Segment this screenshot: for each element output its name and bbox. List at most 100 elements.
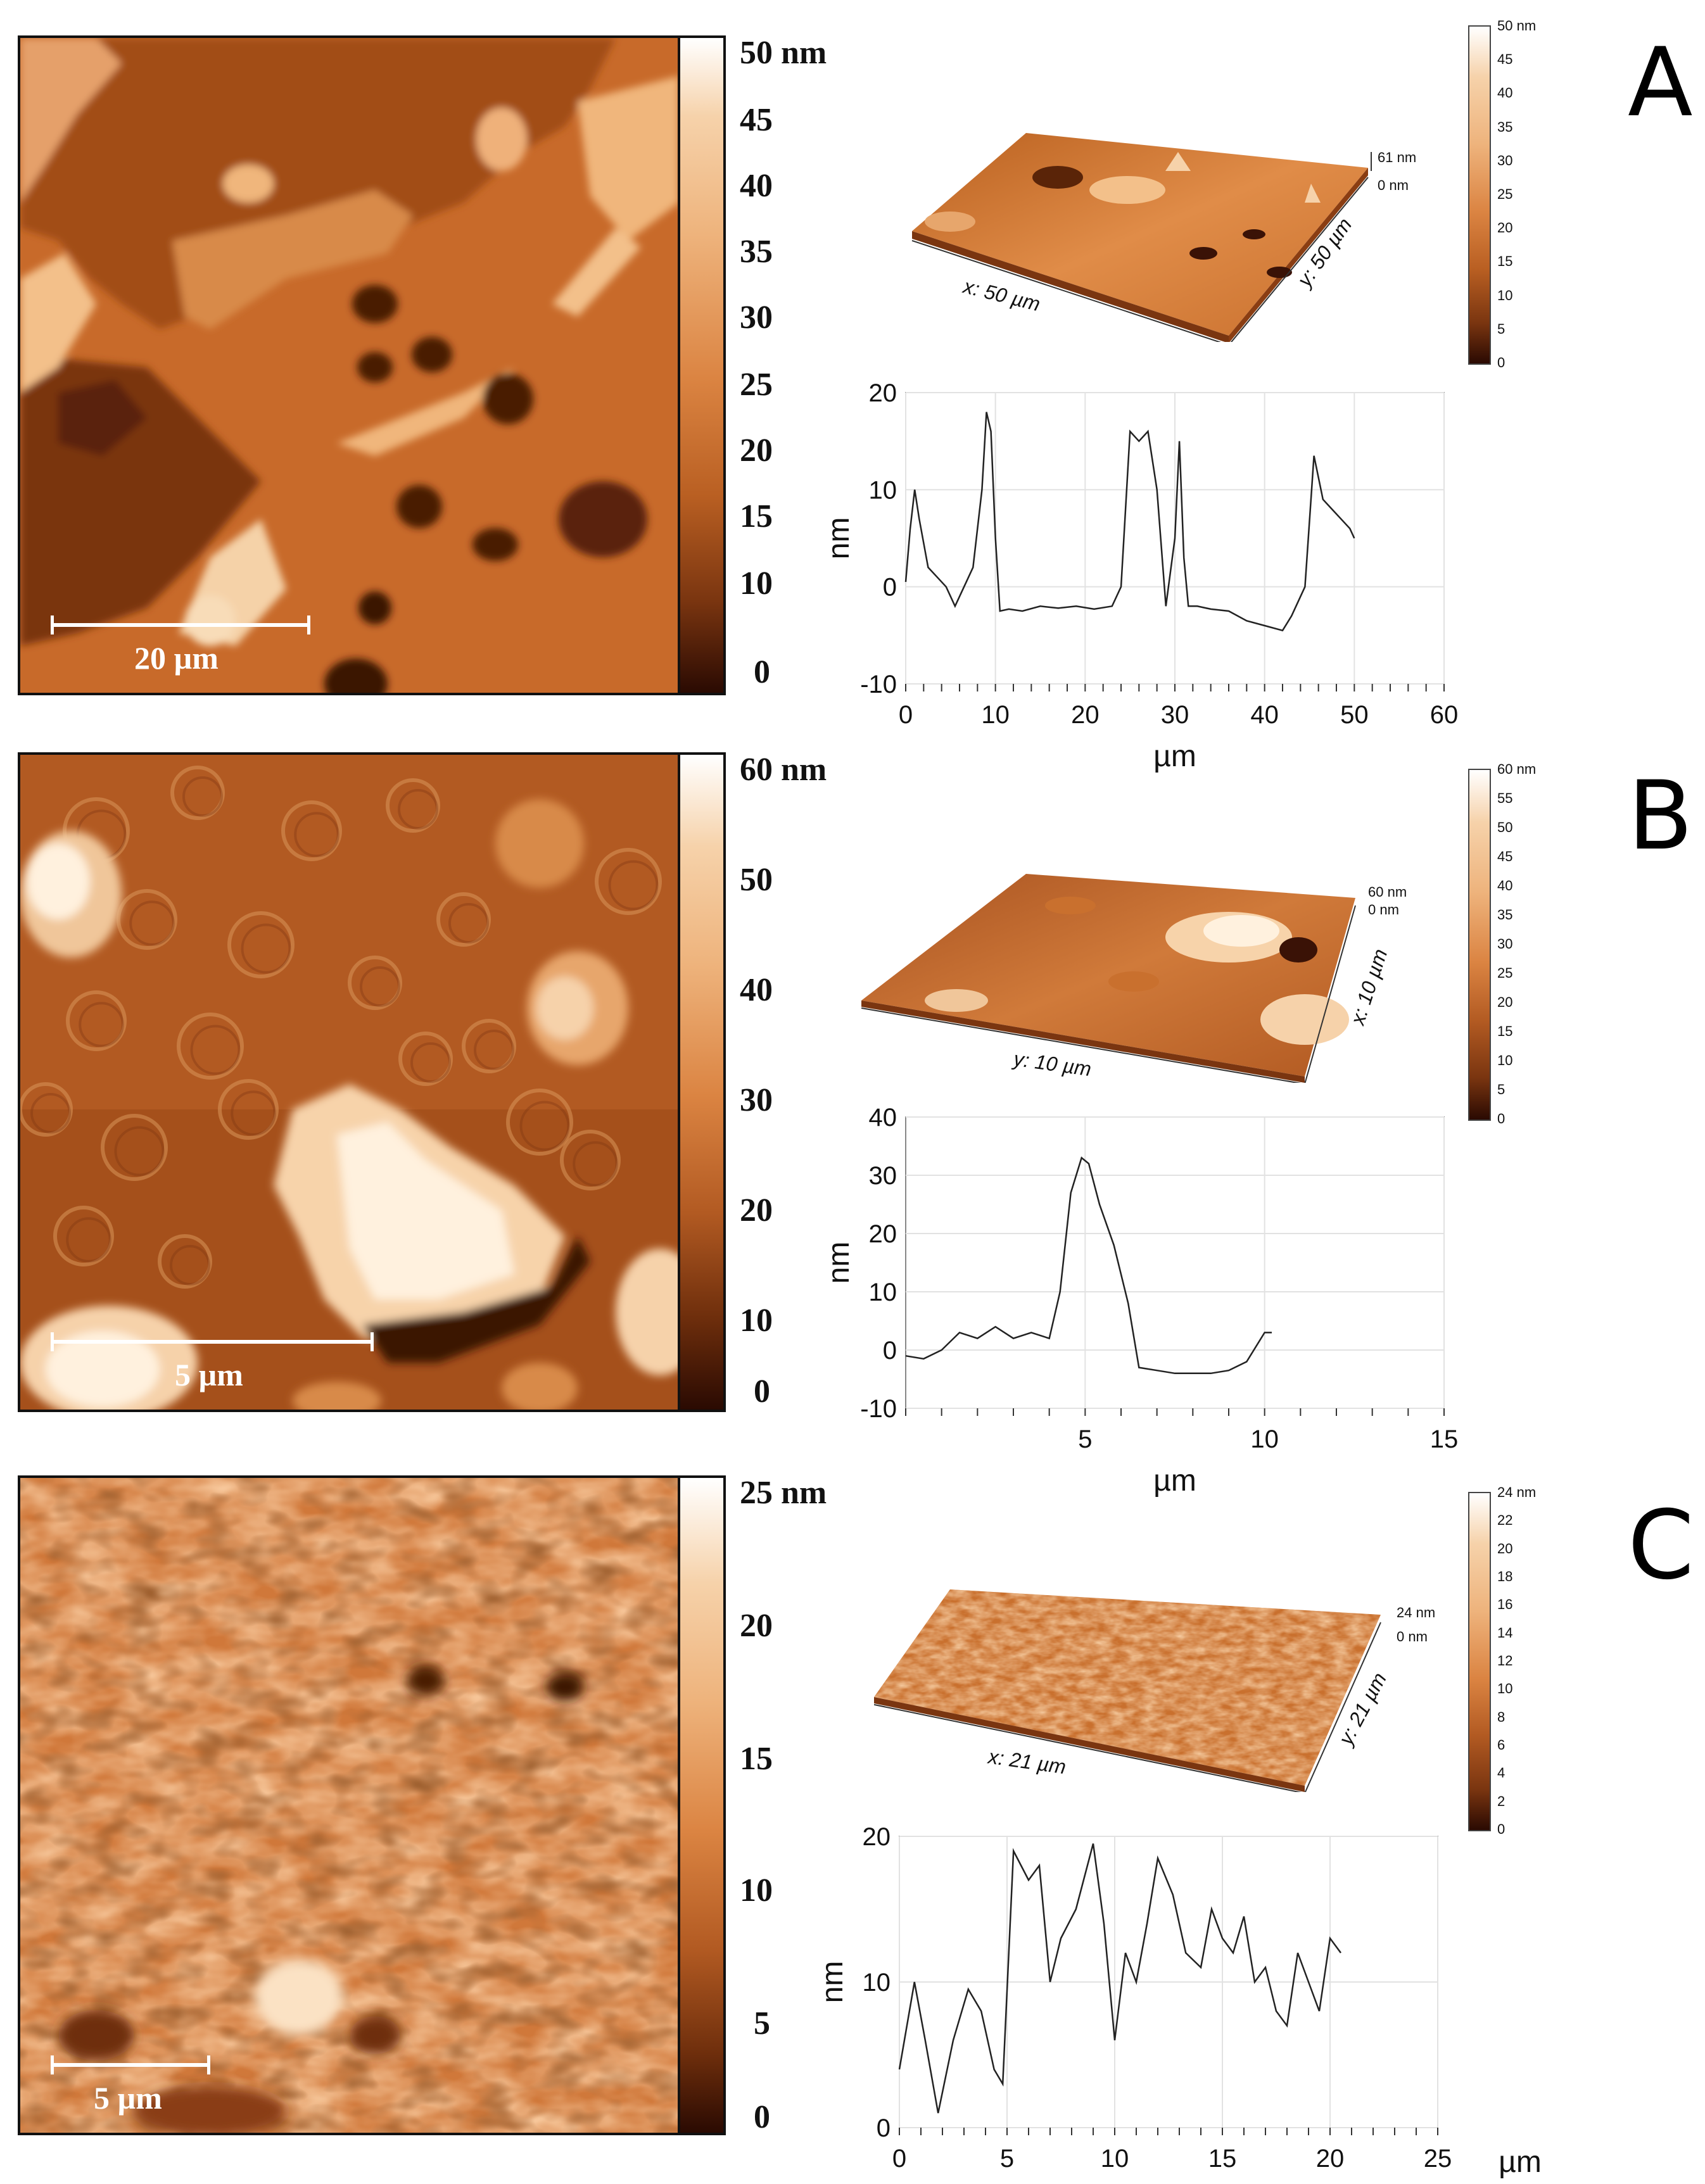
blister-ring <box>158 1234 212 1289</box>
blister-ring <box>506 1089 573 1156</box>
blister-ring <box>462 1019 516 1073</box>
x-tick-label: 40 <box>1250 701 1279 729</box>
small-colorbar-tick: 15 <box>1497 253 1513 270</box>
blister-ring <box>294 812 339 857</box>
panel-letter-a: A <box>1628 28 1693 138</box>
colorbar-b-tick: 0 <box>754 1373 770 1410</box>
colorbar-b-tick: 50 <box>740 862 773 898</box>
small-colorbar-tick: 30 <box>1497 152 1513 168</box>
scalebar-a <box>51 615 310 634</box>
small-colorbar-tick: 50 <box>1497 819 1513 835</box>
y-axis-label: nm <box>816 1961 849 2004</box>
x-axis-label: µm <box>1153 1464 1196 1498</box>
afm-map-b: 5 µm <box>18 752 681 1412</box>
small-colorbar-tick: 8 <box>1497 1708 1505 1725</box>
profile-line <box>898 1843 1342 2114</box>
profile-chart-c: 0 5 10 15 20 25 0 10 20 µm nm <box>816 1823 1542 2179</box>
blister-ring <box>218 1079 279 1140</box>
surface-b-z-top: 60 nm <box>1368 884 1407 900</box>
blister-ring <box>398 789 438 830</box>
x-tick-label: 0 <box>899 701 913 729</box>
blister-ring <box>101 1114 168 1181</box>
colorbar-c-tick: 10 <box>740 1872 773 1909</box>
blister-ring <box>177 1013 244 1080</box>
scalebar-label-c: 5 µm <box>94 2080 162 2116</box>
blister-ring <box>227 911 295 978</box>
y-axis-label: nm <box>822 1242 856 1284</box>
scalebar-b <box>51 1332 374 1351</box>
small-colorbar-tick: 2 <box>1497 1793 1505 1809</box>
small-colorbar-tick: 40 <box>1497 85 1513 101</box>
x-tick-label: 20 <box>1316 2145 1345 2173</box>
x-tick-label: 15 <box>1208 2145 1237 2173</box>
blister-ring <box>436 892 491 947</box>
small-colorbar-tick: 10 <box>1497 287 1513 303</box>
small-colorbar-tick: 15 <box>1497 1023 1513 1039</box>
small-colorbar-tick: 35 <box>1497 118 1513 135</box>
colorbar-a-tick: 10 <box>740 565 773 602</box>
colorbar-b-tick: 60 nm <box>740 752 827 788</box>
x-tick-label: 10 <box>1250 1425 1279 1453</box>
small-colorbar-tick: 50 nm <box>1497 18 1537 34</box>
small-colorbar-tick: 60 nm <box>1497 761 1537 777</box>
x-tick-label: 10 <box>1101 2145 1129 2173</box>
small-colorbar-b <box>1468 769 1491 1121</box>
y-axis-label: nm <box>822 517 856 560</box>
x-tick-label: 50 <box>1340 701 1369 729</box>
blister-ring <box>79 1002 124 1047</box>
small-colorbar-tick: 0 <box>1497 1821 1505 1837</box>
colorbar-a-tick: 15 <box>740 498 773 534</box>
blister-ring <box>129 900 175 946</box>
blister-ring <box>114 1126 165 1177</box>
blister-ring <box>182 776 223 817</box>
y-tick-label: 10 <box>869 1278 897 1306</box>
x-tick-label: 5 <box>1000 2145 1014 2173</box>
profile-line <box>905 1156 1272 1375</box>
small-colorbar-tick: 30 <box>1497 936 1513 952</box>
y-tick-label: 10 <box>863 1969 891 1997</box>
colorbar-b-tick: 10 <box>740 1303 773 1339</box>
small-colorbar-tick: 14 <box>1497 1624 1513 1641</box>
surface-a-z-top: 61 nm <box>1378 149 1417 165</box>
colorbar-b <box>678 752 726 1412</box>
blister-ring <box>30 1093 71 1133</box>
surface-3d-a <box>911 133 1372 342</box>
x-tick-label: 15 <box>1430 1425 1459 1453</box>
small-colorbar-a <box>1468 25 1491 365</box>
x-tick-label: 10 <box>981 701 1010 729</box>
colorbar-c-tick: 20 <box>740 1608 773 1644</box>
blister-ring <box>170 1245 210 1285</box>
colorbar-a-tick: 40 <box>740 168 773 204</box>
blister-ring <box>519 1101 570 1151</box>
small-colorbar-tick: 45 <box>1497 849 1513 864</box>
colorbar-a-tick: 30 <box>740 300 773 336</box>
colorbar-a-tick: 25 <box>740 367 773 403</box>
y-tick-label: 20 <box>863 1823 891 1851</box>
x-axis-label: µm <box>1499 2145 1542 2179</box>
colorbar-a-tick: 50 nm <box>740 35 827 71</box>
y-tick-label: 30 <box>869 1162 897 1190</box>
colorbar-c-tick: 25 nm <box>740 1475 827 1511</box>
small-colorbar-tick: 16 <box>1497 1596 1513 1613</box>
y-tick-label: 0 <box>883 1337 897 1365</box>
blister-ring <box>386 778 440 833</box>
colorbar-a-tick: 20 <box>740 432 773 469</box>
y-tick-label: 20 <box>869 1220 897 1248</box>
x-tick-label: 20 <box>1071 701 1100 729</box>
blister-ring <box>190 1025 241 1075</box>
small-colorbar-tick: 25 <box>1497 965 1513 981</box>
small-colorbar-tick: 35 <box>1497 907 1513 923</box>
surface-a-z-bottom: 0 nm <box>1378 177 1409 193</box>
x-tick-label: 0 <box>892 2145 906 2173</box>
small-colorbar-tick: 5 <box>1497 1082 1505 1097</box>
colorbar-c-tick: 0 <box>754 2099 770 2135</box>
afm-image-a <box>20 38 679 693</box>
x-tick-label: 60 <box>1430 701 1459 729</box>
afm-image-b <box>20 755 679 1410</box>
blister-ring <box>66 990 127 1051</box>
small-colorbar-tick: 0 <box>1497 1111 1505 1127</box>
colorbar-a <box>678 35 726 695</box>
y-tick-label: 0 <box>877 2114 891 2142</box>
colorbar-b-tick: 20 <box>740 1192 773 1228</box>
x-axis-label: µm <box>1153 740 1196 773</box>
